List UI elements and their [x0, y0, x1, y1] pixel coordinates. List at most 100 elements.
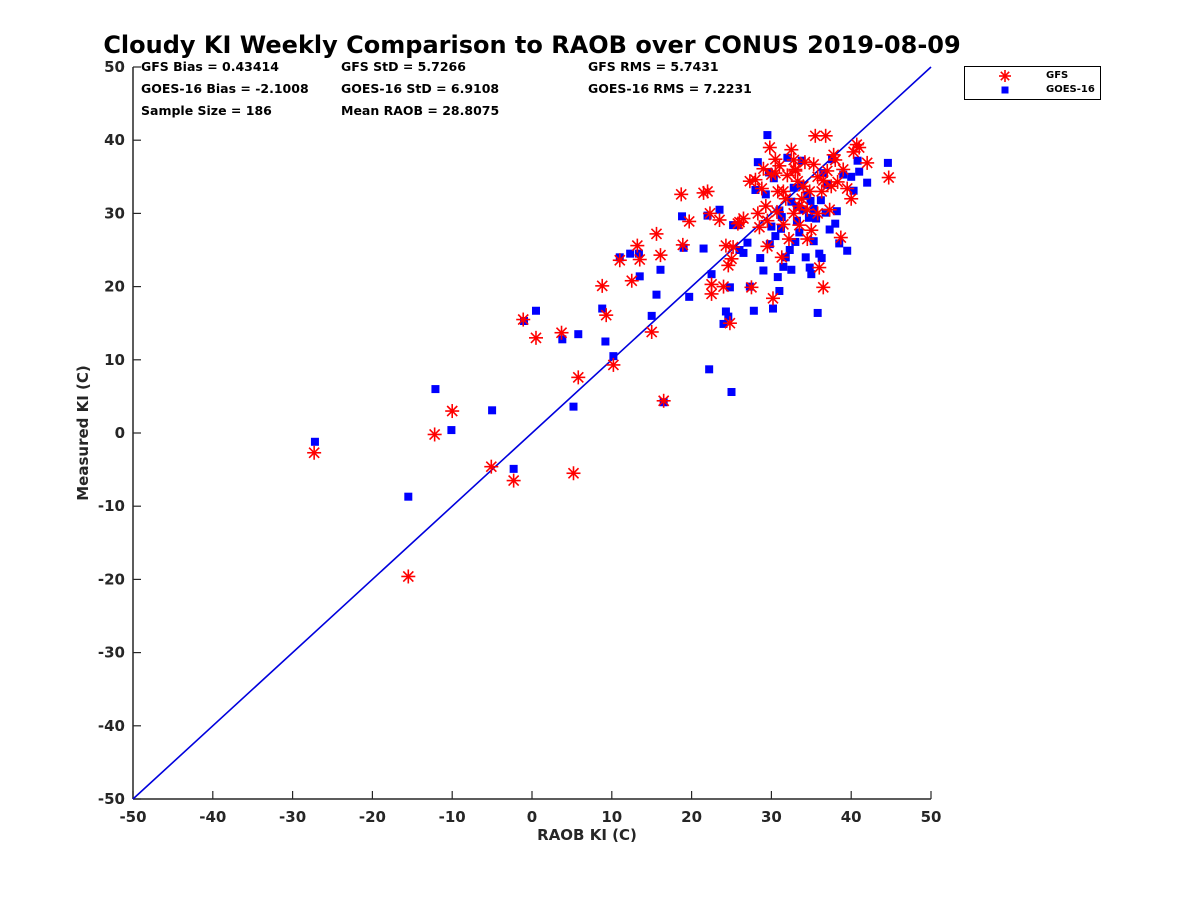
- goes-point: [705, 365, 714, 374]
- goes-point: [707, 270, 716, 279]
- gfs-point: [716, 279, 731, 294]
- axes: [132, 66, 932, 800]
- goes-point: [849, 186, 858, 195]
- goes-point: [779, 262, 788, 271]
- goes-point: [751, 185, 760, 194]
- goes-point: [812, 214, 821, 223]
- goes-point: [759, 266, 768, 275]
- gfs-point: [516, 312, 531, 327]
- gfs-point: [810, 206, 825, 221]
- gfs-point: [830, 174, 845, 189]
- goes-point: [509, 464, 518, 473]
- gfs-point: [756, 161, 771, 176]
- x-tick-label: -40: [199, 808, 226, 826]
- gfs-point: [682, 214, 697, 229]
- x-tick-label: -20: [359, 808, 386, 826]
- goes-point: [771, 232, 780, 241]
- gfs-point: [816, 173, 831, 188]
- gfs-point: [630, 238, 645, 253]
- gfs-point: [762, 140, 777, 155]
- x-tick-label: 50: [921, 808, 942, 826]
- gfs-point: [724, 251, 739, 266]
- y-axis-label: Measured KI (C): [74, 365, 92, 501]
- gfs-point: [765, 291, 780, 306]
- goes-point: [678, 212, 687, 221]
- gfs-point: [792, 199, 807, 214]
- goes-point: [817, 254, 826, 263]
- goes-point: [739, 248, 748, 257]
- goes-bias-stat: GOES-16 Bias = -2.1008: [141, 81, 309, 96]
- legend-item-goes[interactable]: GOES-16: [965, 83, 1100, 97]
- sample-size-stat: Sample Size = 186: [141, 103, 272, 118]
- y-tick-label: -20: [98, 570, 125, 588]
- mean-raob-stat: Mean RAOB = 28.8075: [341, 103, 500, 118]
- gfs-point: [772, 158, 787, 173]
- goes-point: [787, 197, 796, 206]
- gfs-point: [776, 217, 791, 232]
- goes-point: [847, 172, 856, 181]
- goes-point: [724, 312, 733, 321]
- gfs-point: [554, 325, 569, 340]
- y-tick-label: -50: [98, 790, 125, 808]
- gfs-point: [760, 213, 775, 228]
- gfs-point: [754, 181, 769, 196]
- gfs-point: [760, 239, 775, 254]
- gfs-point: [653, 248, 668, 263]
- goes-point: [863, 178, 872, 187]
- goes-point: [749, 306, 758, 315]
- gfs-point: [769, 204, 784, 219]
- gfs-point: [595, 278, 610, 293]
- goes-point: [843, 246, 852, 255]
- gfs-point: [822, 202, 837, 217]
- gfs-point: [828, 152, 843, 167]
- gfs-point: [812, 260, 827, 275]
- goes-point: [743, 238, 752, 247]
- gfs-point: [712, 212, 727, 227]
- goes-point: [791, 237, 800, 246]
- x-tick-label: -30: [279, 808, 306, 826]
- goes-point: [685, 292, 694, 301]
- legend[interactable]: GFS GOES-16: [964, 66, 1101, 100]
- legend-item-gfs[interactable]: GFS: [965, 69, 1100, 83]
- gfs-point: [840, 181, 855, 196]
- gfs-point: [860, 155, 875, 170]
- gfs-point: [752, 220, 767, 235]
- gfs-point: [606, 357, 621, 372]
- y-tick-label: 30: [104, 204, 125, 222]
- goes-point: [832, 207, 841, 216]
- goes-point: [806, 196, 815, 205]
- goes-point: [656, 265, 665, 274]
- goes-point: [756, 254, 765, 263]
- gfs-point: [484, 459, 499, 474]
- x-tick-label: 40: [841, 808, 862, 826]
- goes-point: [699, 244, 708, 253]
- goes-point: [635, 272, 644, 281]
- y-tick-label: -40: [98, 717, 125, 735]
- chart-title: Cloudy KI Weekly Comparison to RAOB over…: [103, 31, 961, 59]
- gfs-point: [800, 232, 815, 247]
- y-tick-label: -10: [98, 497, 125, 515]
- goes-point: [801, 253, 810, 262]
- gfs-point: [748, 172, 763, 187]
- goes-point: [853, 156, 862, 165]
- gfs-point: [612, 253, 627, 268]
- legend-label-goes: GOES-16: [1046, 84, 1095, 95]
- gfs-point: [816, 280, 831, 295]
- gfs-point: [624, 273, 639, 288]
- gfs-point: [824, 179, 839, 194]
- gfs-point: [784, 142, 799, 157]
- goes-point: [601, 337, 610, 346]
- y-tick-label: 40: [104, 131, 125, 149]
- asterisk-icon: [999, 70, 1011, 82]
- gfs-point: [802, 184, 817, 199]
- goes-point: [809, 237, 818, 246]
- goes-point: [776, 224, 785, 233]
- y-tick-label: 50: [104, 58, 125, 76]
- gfs-point: [726, 240, 741, 255]
- x-axis-label: RAOB KI (C): [537, 826, 637, 844]
- square-icon: [1001, 86, 1009, 94]
- gfs-point: [844, 191, 859, 206]
- goes-point: [773, 273, 782, 282]
- goes-point: [813, 308, 822, 317]
